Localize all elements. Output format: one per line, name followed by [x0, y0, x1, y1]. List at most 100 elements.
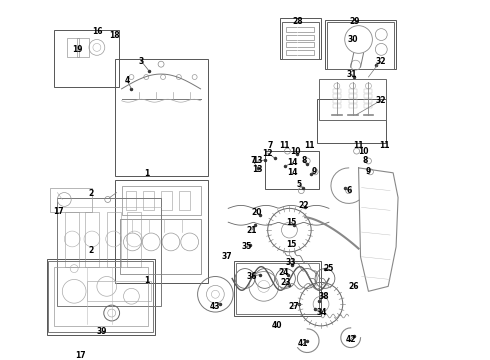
Text: 2: 2	[88, 246, 94, 255]
Bar	[47, 259, 155, 335]
Bar	[49, 261, 153, 332]
Bar	[122, 186, 200, 215]
Bar	[287, 50, 314, 55]
Text: 37: 37	[222, 252, 233, 261]
Bar	[287, 27, 314, 32]
Text: 13: 13	[252, 165, 263, 174]
Text: 32: 32	[375, 96, 386, 105]
Bar	[365, 94, 372, 98]
Bar	[327, 22, 394, 69]
Bar	[349, 89, 357, 93]
Bar	[65, 212, 79, 267]
Text: 14: 14	[287, 168, 297, 177]
Bar	[54, 267, 148, 326]
Text: 39: 39	[97, 327, 107, 336]
Text: 12: 12	[263, 149, 273, 158]
Bar	[85, 212, 99, 267]
Text: 17: 17	[53, 207, 64, 216]
Text: 23: 23	[280, 278, 291, 287]
Bar	[317, 99, 386, 143]
Bar	[349, 99, 357, 103]
Text: 38: 38	[318, 292, 329, 301]
Text: 17: 17	[75, 351, 85, 360]
Text: 34: 34	[317, 307, 327, 316]
Text: 43: 43	[210, 302, 221, 311]
Bar	[236, 263, 319, 314]
Text: 11: 11	[279, 141, 290, 150]
Text: 41: 41	[298, 339, 309, 348]
Bar	[333, 89, 341, 93]
Bar	[125, 190, 136, 210]
Text: 1: 1	[145, 276, 150, 285]
Bar	[57, 198, 161, 306]
Bar	[50, 188, 92, 212]
Text: 40: 40	[271, 321, 282, 330]
Bar	[265, 151, 319, 189]
Text: 11: 11	[353, 141, 364, 150]
Text: 7: 7	[268, 141, 273, 150]
Text: 13: 13	[252, 157, 263, 166]
Bar	[280, 18, 321, 59]
Bar	[179, 190, 190, 210]
Bar	[333, 104, 341, 108]
Text: 15: 15	[286, 240, 296, 249]
Text: 31: 31	[346, 69, 357, 78]
Text: 32: 32	[375, 57, 386, 66]
Text: 8: 8	[363, 157, 368, 166]
Bar	[365, 89, 372, 93]
Text: 8: 8	[301, 157, 307, 166]
Bar	[107, 212, 121, 267]
Text: 30: 30	[347, 35, 358, 44]
Bar	[87, 282, 151, 301]
Text: 20: 20	[251, 208, 262, 217]
Bar	[127, 212, 141, 267]
Text: 4: 4	[125, 76, 130, 85]
Text: 29: 29	[349, 17, 360, 26]
Bar	[349, 104, 357, 108]
Bar	[77, 37, 89, 57]
Text: 18: 18	[109, 31, 120, 40]
Text: 15: 15	[286, 218, 296, 227]
Bar	[319, 79, 386, 121]
Text: 7: 7	[250, 157, 256, 166]
Bar	[143, 190, 154, 210]
Text: 35: 35	[242, 242, 252, 251]
Text: 14: 14	[287, 158, 297, 167]
Bar	[365, 99, 372, 103]
Text: 28: 28	[292, 17, 303, 26]
Text: 5: 5	[297, 180, 302, 189]
Text: 42: 42	[345, 335, 356, 344]
Text: 1: 1	[145, 169, 150, 178]
Bar	[287, 35, 314, 40]
Bar	[115, 59, 208, 176]
Bar	[115, 180, 208, 283]
Text: 9: 9	[366, 167, 371, 176]
Bar	[234, 261, 321, 316]
Bar	[67, 37, 79, 57]
Bar	[287, 42, 314, 48]
Bar	[282, 22, 319, 59]
Text: 26: 26	[348, 282, 359, 291]
Text: 16: 16	[93, 27, 103, 36]
Text: 22: 22	[298, 201, 309, 210]
Text: 25: 25	[324, 264, 334, 273]
Text: 10: 10	[290, 147, 300, 156]
Bar	[325, 20, 396, 69]
Text: 11: 11	[304, 141, 315, 150]
Text: 19: 19	[72, 45, 82, 54]
Bar	[349, 94, 357, 98]
Text: 6: 6	[346, 186, 351, 195]
Bar	[120, 219, 200, 274]
Bar	[333, 99, 341, 103]
Text: 33: 33	[285, 258, 295, 267]
Text: 10: 10	[358, 147, 369, 156]
Text: 11: 11	[379, 141, 390, 150]
Text: 36: 36	[246, 272, 257, 281]
Bar	[161, 190, 172, 210]
Bar	[365, 104, 372, 108]
Bar	[333, 94, 341, 98]
Text: 9: 9	[312, 167, 317, 176]
Text: 27: 27	[288, 302, 299, 311]
Text: 3: 3	[139, 57, 144, 66]
Text: 21: 21	[246, 226, 257, 235]
